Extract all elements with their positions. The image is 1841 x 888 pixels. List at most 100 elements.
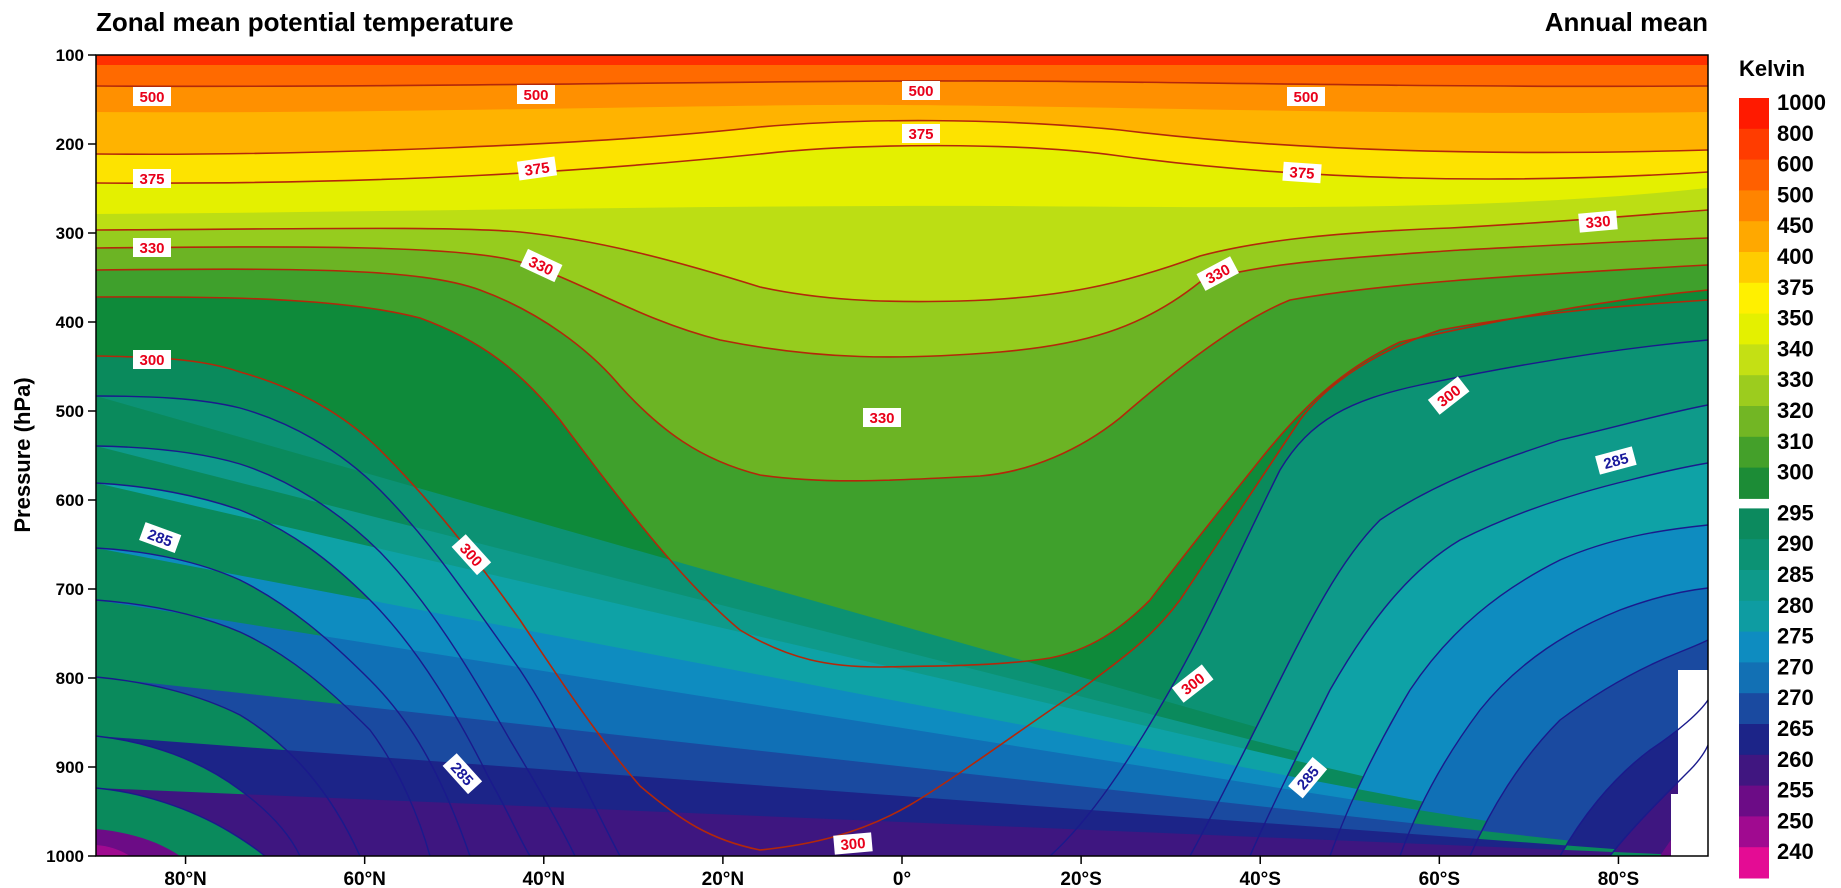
contour-label-box — [902, 81, 940, 100]
colorbar-swatch — [1739, 467, 1769, 499]
chart-title: Zonal mean potential temperature — [96, 7, 514, 37]
colorbar-swatch — [1739, 570, 1769, 602]
colorbar-label: 285 — [1777, 562, 1814, 587]
contour-label-text: 300 — [840, 835, 866, 854]
contour-label-text: 330 — [869, 410, 894, 427]
colorbar-swatch — [1739, 252, 1769, 284]
colorbar-label: 300 — [1777, 460, 1814, 485]
contour-label-text: 375 — [1289, 164, 1315, 183]
colorbar-swatch — [1739, 539, 1769, 571]
x-tick-label: 40°N — [523, 869, 565, 888]
colorbar-swatch — [1739, 693, 1769, 725]
x-tick-label: 60°N — [343, 869, 385, 888]
x-axis: 80°N 60°N 40°N 20°N 0° 20°S 40°S 60°S 80°S — [164, 856, 1639, 888]
colorbar-swatch — [1739, 847, 1769, 879]
contour-label-box — [133, 350, 171, 369]
contour-label-text: 330 — [139, 240, 164, 257]
x-tick-label: 40°S — [1240, 869, 1281, 888]
colorbar-label: 800 — [1777, 121, 1814, 146]
contour-label: 375 — [133, 169, 171, 188]
contour-label: 375 — [902, 124, 940, 143]
y-tick-label: 600 — [56, 491, 84, 510]
chart-period: Annual mean — [1545, 7, 1708, 37]
colorbar-label: 1000 — [1777, 90, 1826, 115]
contour-label-box — [133, 238, 171, 257]
contour-label: 500 — [1287, 87, 1325, 106]
contour-label: 500 — [902, 81, 940, 100]
colorbar-label: 260 — [1777, 747, 1814, 772]
colorbar-swatch — [1739, 159, 1769, 191]
contour-label-box — [1282, 161, 1322, 184]
contour-label-box — [833, 832, 873, 855]
contour-label-box — [516, 156, 558, 181]
colorbar-swatch — [1739, 190, 1769, 222]
colorbar-swatch — [1739, 785, 1769, 817]
x-tick-label: 20°N — [702, 869, 744, 888]
colorbar-swatch — [1739, 816, 1769, 848]
y-tick-label: 1000 — [46, 847, 84, 866]
colorbar-swatch — [1739, 754, 1769, 787]
colorbar-swatch — [1739, 436, 1769, 469]
contour-label-box — [902, 124, 940, 143]
contour-label-text: 300 — [139, 352, 164, 369]
contour-label-text: 285 — [1602, 450, 1631, 473]
colorbar-swatch — [1739, 724, 1769, 756]
contour-label-text: 330 — [1585, 213, 1611, 232]
colorbar-label: 250 — [1777, 808, 1814, 833]
x-tick-label: 80°S — [1598, 869, 1639, 888]
colorbar-swatch — [1739, 282, 1769, 315]
colorbar-label: 500 — [1777, 182, 1814, 207]
y-tick-label: 100 — [56, 46, 84, 65]
y-tick-label: 700 — [56, 580, 84, 599]
contour-label: 300 — [833, 832, 873, 855]
contour-label-box — [1288, 757, 1328, 799]
colorbar-swatch — [1739, 406, 1769, 438]
colorbar-label: 270 — [1777, 685, 1814, 710]
contour-label-box — [1578, 210, 1618, 233]
colorbar-title: Kelvin — [1739, 56, 1805, 81]
y-tick-label: 300 — [56, 224, 84, 243]
colorbar-swatch — [1739, 344, 1769, 376]
y-tick-label: 400 — [56, 313, 84, 332]
colorbar: 1000 800 600 500 450 400 375 350 340 330 320 310 300… — [1739, 90, 1826, 879]
contour-label-box — [1427, 376, 1470, 415]
colorbar-swatch — [1739, 662, 1769, 694]
contour-label: 375 — [516, 156, 558, 181]
contour-label-text: 500 — [1293, 89, 1318, 106]
below-ground-mask — [1678, 670, 1708, 856]
contour-label-text: 500 — [139, 89, 164, 106]
colorbar-label: 280 — [1777, 593, 1814, 618]
colorbar-swatch — [1739, 313, 1769, 345]
contour-label-box — [863, 408, 901, 427]
below-ground-mask-2 — [1671, 794, 1679, 856]
y-tick-label: 200 — [56, 135, 84, 154]
contour-lines-red — [96, 80, 1708, 851]
colorbar-swatch — [1739, 508, 1769, 540]
contour-label-text: 500 — [908, 83, 933, 100]
band-260 — [96, 745, 1708, 856]
contour-label: 300 — [133, 350, 171, 369]
contour-label: 500 — [133, 87, 171, 106]
colorbar-swatch — [1739, 98, 1769, 130]
contour-label-text: 375 — [139, 171, 164, 188]
contour-lines-blue — [96, 339, 1708, 856]
colorbar-label: 450 — [1777, 213, 1814, 238]
colorbar-label: 400 — [1777, 244, 1814, 269]
colorbar-label: 320 — [1777, 398, 1814, 423]
colorbar-label: 290 — [1777, 531, 1814, 556]
y-tick-label: 800 — [56, 669, 84, 688]
contour-label: 500 — [517, 85, 555, 104]
contour-label: 375 — [1282, 161, 1322, 184]
colorbar-label: 330 — [1777, 367, 1814, 392]
contour-label-box — [517, 85, 555, 104]
y-tick-label: 900 — [56, 758, 84, 777]
contour-label-box — [442, 753, 483, 795]
contour-label-text: 375 — [523, 159, 550, 179]
contour-label-box — [1196, 256, 1240, 291]
y-axis: 100 200 300 400 500 600 700 800 900 1000 — [46, 46, 96, 866]
contour-label: 330 — [863, 408, 901, 427]
colorbar-label: 600 — [1777, 152, 1814, 177]
plot-area — [96, 55, 1708, 856]
colorbar-label: 295 — [1777, 500, 1814, 525]
